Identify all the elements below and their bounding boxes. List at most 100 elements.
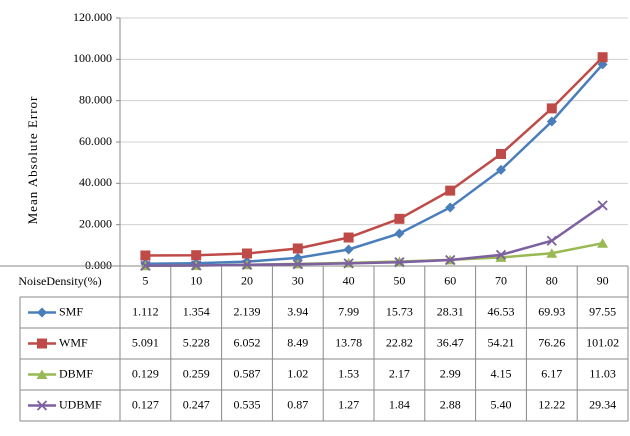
table-value: 5.40 xyxy=(491,397,512,411)
marker xyxy=(140,260,151,271)
x-tick-label: 10 xyxy=(190,273,202,287)
table-value: 2.17 xyxy=(389,366,410,380)
marker xyxy=(292,243,303,254)
table-value: 8.49 xyxy=(287,335,308,349)
x-tick-label: 60 xyxy=(444,273,456,287)
y-tick-label: 40.000 xyxy=(79,175,112,189)
table-value: 0.247 xyxy=(183,397,210,411)
table-value: 0.129 xyxy=(132,366,159,380)
y-tick-label: 0.000 xyxy=(85,258,112,272)
y-tick-label: 60.000 xyxy=(79,134,112,148)
legend-label: WMF xyxy=(59,335,88,349)
table-value: 1.53 xyxy=(338,366,359,380)
table-value: 6.052 xyxy=(234,335,261,349)
marker xyxy=(445,185,456,196)
y-axis-label: Mean Absolute Error xyxy=(25,96,40,225)
table-value: 1.84 xyxy=(389,397,410,411)
table-value: 101.02 xyxy=(586,335,619,349)
table-value: 1.112 xyxy=(132,304,159,318)
marker xyxy=(343,258,354,269)
y-tick-label: 100.000 xyxy=(73,51,112,65)
marker xyxy=(496,164,506,175)
x-tick-label: 30 xyxy=(292,273,304,287)
x-tick-label: 20 xyxy=(241,273,253,287)
marker xyxy=(242,248,252,259)
table-value: 2.88 xyxy=(440,397,461,411)
table-value: 5.228 xyxy=(183,335,210,349)
table-value: 69.93 xyxy=(538,304,565,318)
legend-label: UDBMF xyxy=(59,397,102,411)
x-tick-label: 70 xyxy=(495,273,507,287)
table-value: 1.354 xyxy=(183,304,210,318)
x-tick-label: 40 xyxy=(343,273,355,287)
marker xyxy=(343,232,354,243)
marker xyxy=(191,250,202,261)
marker xyxy=(292,259,303,270)
y-tick-label: 120.000 xyxy=(73,10,112,24)
series-line xyxy=(145,63,604,265)
table-value: 2.99 xyxy=(440,366,461,380)
table-value: 11.03 xyxy=(589,366,616,380)
series-line xyxy=(145,204,604,267)
table-value: 1.02 xyxy=(287,366,308,380)
x-tick-label: 90 xyxy=(597,273,609,287)
marker xyxy=(37,338,47,349)
table-value: 22.82 xyxy=(386,335,413,349)
table-value: 0.587 xyxy=(234,366,261,380)
marker xyxy=(241,259,253,271)
table-value: 15.73 xyxy=(386,304,413,318)
marker xyxy=(546,103,557,114)
marker xyxy=(36,400,48,411)
marker xyxy=(445,254,456,266)
legend-label: SMF xyxy=(59,304,83,318)
table-value: 28.31 xyxy=(437,304,464,318)
y-tick-label: 20.000 xyxy=(79,216,112,230)
marker xyxy=(191,260,202,271)
marker xyxy=(343,244,354,255)
table-value: 6.17 xyxy=(541,366,562,380)
marker xyxy=(597,200,608,211)
table-value: 0.87 xyxy=(287,397,308,411)
table-value: 29.34 xyxy=(589,397,616,411)
table-value: 2.139 xyxy=(234,304,261,318)
x-tick-label: 50 xyxy=(393,273,405,287)
marker xyxy=(140,250,151,261)
marker xyxy=(394,213,405,224)
marker xyxy=(496,148,506,159)
table-value: 46.53 xyxy=(488,304,515,318)
table-value: 3.94 xyxy=(287,304,308,318)
marker xyxy=(292,252,303,263)
table-value: 0.259 xyxy=(183,366,210,380)
marker xyxy=(36,369,48,379)
legend-label: DBMF xyxy=(59,366,93,380)
table-value: 0.127 xyxy=(132,397,159,411)
table-value: 36.47 xyxy=(437,335,464,349)
series-line xyxy=(145,56,604,257)
x-tick-label: 5 xyxy=(142,273,148,287)
table-value: 4.15 xyxy=(491,366,512,380)
table-value: 97.55 xyxy=(589,304,616,318)
table-value: 7.99 xyxy=(338,304,359,318)
marker xyxy=(597,52,608,63)
table-value: 0.535 xyxy=(234,397,261,411)
x-tick-label: 80 xyxy=(546,273,558,287)
marker xyxy=(546,248,558,258)
marker xyxy=(495,252,507,262)
marker xyxy=(37,307,47,318)
marker xyxy=(394,228,405,239)
x-axis-label: NoiseDensity(%) xyxy=(18,274,101,288)
y-tick-label: 80.000 xyxy=(79,92,112,106)
table-value: 54.21 xyxy=(488,335,515,349)
table-value: 5.091 xyxy=(132,335,159,349)
table-value: 76.26 xyxy=(538,335,565,349)
table-value: 12.22 xyxy=(538,397,565,411)
marker xyxy=(597,238,609,248)
table-value: 13.78 xyxy=(335,335,362,349)
marker xyxy=(445,202,456,213)
table-value: 1.27 xyxy=(338,397,359,411)
marker xyxy=(546,235,557,246)
marker xyxy=(394,257,405,268)
marker xyxy=(495,249,507,260)
marker xyxy=(546,116,557,127)
